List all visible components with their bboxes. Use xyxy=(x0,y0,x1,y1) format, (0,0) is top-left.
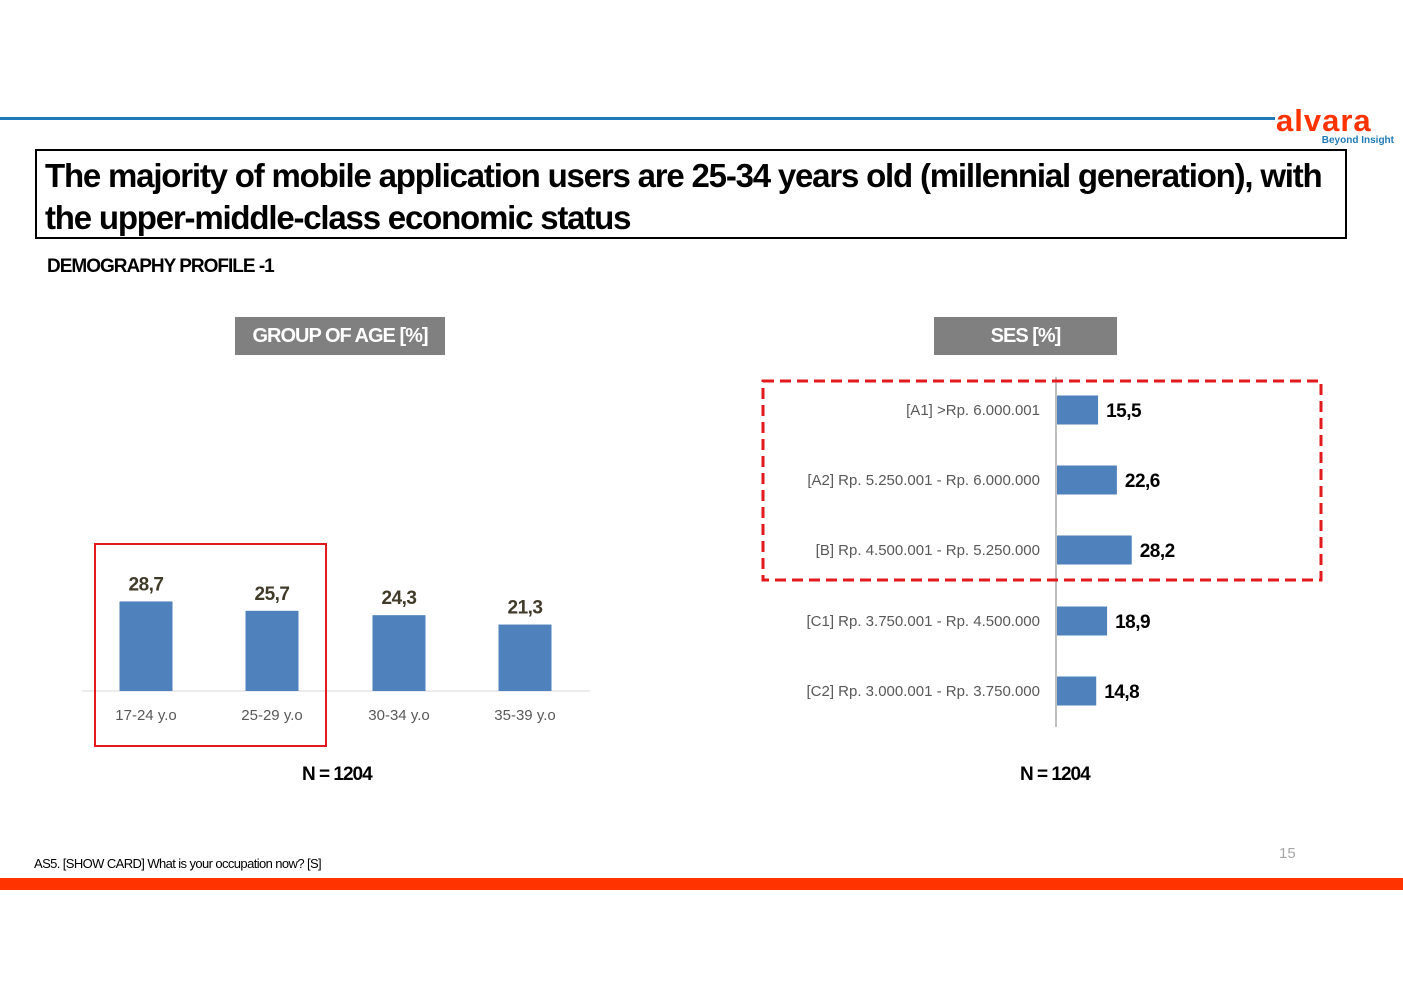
ses-bar xyxy=(1057,465,1117,495)
slide-title: The majority of mobile application users… xyxy=(35,149,1347,239)
bottom-accent-bar xyxy=(0,878,1403,890)
footnote: AS5. [SHOW CARD] What is your occupation… xyxy=(34,856,322,871)
age-category-label: 35-39 y.o xyxy=(494,707,555,724)
top-accent-line xyxy=(0,117,1275,120)
ses-value-label: 22,6 xyxy=(1125,471,1160,492)
age-bar xyxy=(119,601,173,691)
ses-value-label: 18,9 xyxy=(1115,612,1150,633)
age-bar xyxy=(372,615,426,691)
ses-bar xyxy=(1057,676,1097,706)
ses-category-label: [A2] Rp. 5.250.001 - Rp. 6.000.000 xyxy=(807,472,1040,489)
ses-value-label: 28,2 xyxy=(1140,541,1175,562)
age-value-label: 21,3 xyxy=(508,598,543,619)
age-value-label: 25,7 xyxy=(255,584,290,605)
age-bar xyxy=(245,610,299,691)
age-sample-size: N = 1204 xyxy=(302,764,373,785)
ses-bar xyxy=(1057,395,1099,425)
ses-category-label: [A1] >Rp. 6.000.001 xyxy=(906,402,1040,419)
section-subtitle: DEMOGRAPHY PROFILE -1 xyxy=(47,256,275,277)
ses-bar xyxy=(1057,606,1108,636)
page-number: 15 xyxy=(1279,845,1296,862)
ses-value-label: 14,8 xyxy=(1104,682,1139,703)
ses-category-label: [B] Rp. 4.500.001 - Rp. 5.250.000 xyxy=(816,542,1040,559)
age-highlight-box xyxy=(94,543,327,747)
ses-sample-size: N = 1204 xyxy=(1020,764,1091,785)
ses-chart-header: SES [%] xyxy=(934,317,1117,355)
logo-wordmark: alvara xyxy=(1276,103,1372,138)
ses-category-label: [C1] Rp. 3.750.001 - Rp. 4.500.000 xyxy=(807,613,1041,630)
ses-bar xyxy=(1057,535,1132,565)
ses-value-label: 15,5 xyxy=(1106,401,1142,422)
age-value-label: 28,7 xyxy=(129,574,164,595)
logo-tagline: Beyond Insight xyxy=(1321,135,1394,146)
age-value-label: 24,3 xyxy=(382,588,417,609)
age-chart-header: GROUP OF AGE [%] xyxy=(235,317,445,355)
age-category-label: 25-29 y.o xyxy=(241,707,302,724)
age-bar xyxy=(498,624,552,691)
ses-category-label: [C2] Rp. 3.000.001 - Rp. 3.750.000 xyxy=(807,683,1041,700)
age-category-label: 17-24 y.o xyxy=(115,707,176,724)
ses-highlight-box xyxy=(761,379,1323,582)
alvara-logo: alvara Beyond Insight xyxy=(1276,104,1398,150)
age-category-label: 30-34 y.o xyxy=(368,707,429,724)
